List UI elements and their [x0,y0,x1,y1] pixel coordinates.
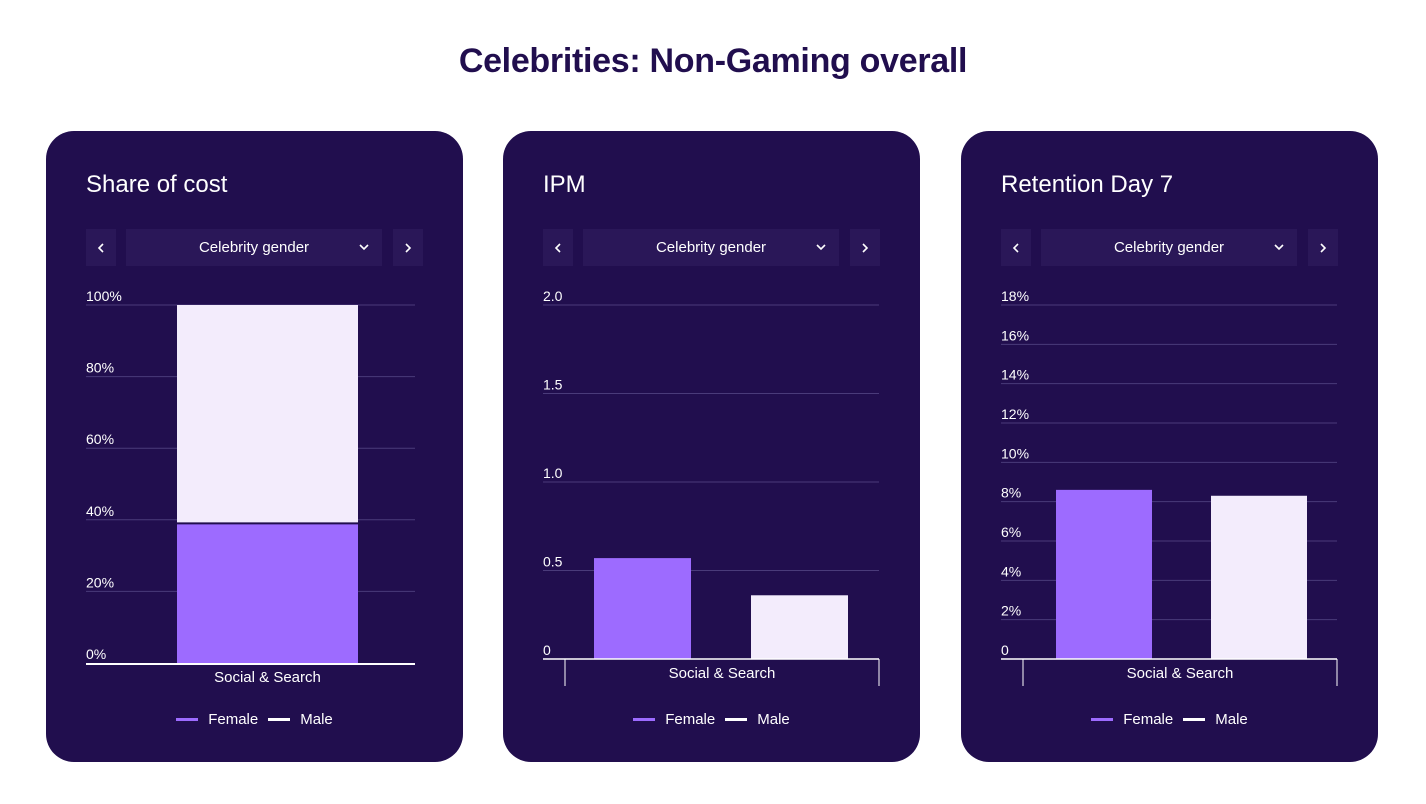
chevron-left-icon [554,242,561,253]
legend-swatch-male [1183,718,1206,721]
chart-legend: Female Male [503,711,920,728]
bar-male [1211,495,1307,659]
legend-swatch-female [633,718,656,721]
y-tick-label: 12% [1001,406,1029,422]
card-title: Retention Day 7 [1001,171,1174,198]
legend-label: Male [1215,711,1248,728]
prev-button[interactable] [86,229,116,266]
legend-item-male[interactable]: Male [725,711,790,728]
chevron-right-icon [1320,242,1327,253]
chevron-down-icon [1274,244,1284,251]
y-tick-label: 20% [86,574,114,590]
prev-button[interactable] [1001,229,1031,266]
chevron-down-icon [359,244,369,251]
y-tick-label: 16% [1001,327,1029,343]
bar-female [594,558,691,659]
chart-share-of-cost: 0% 20% 40% 60% 80% 100% Social & Search [86,288,415,686]
x-category-label: Social & Search [669,665,776,682]
legend-swatch-female [1091,718,1114,721]
legend-item-female[interactable]: Female [1091,711,1173,728]
legend-label: Female [208,711,259,728]
chevron-right-icon [862,242,869,253]
y-tick-label: 2% [1001,603,1021,619]
legend-item-female[interactable]: Female [176,711,258,728]
chart-card-retention-day-7: Retention Day 7 Celebrity gender 0 2% 4% 6%… [961,131,1378,762]
next-button[interactable] [1308,229,1338,266]
y-tick-label: 4% [1001,563,1021,579]
next-button[interactable] [393,229,423,266]
legend-label: Female [665,711,716,728]
y-tick-label: 6% [1001,524,1021,540]
card-title: IPM [543,171,586,198]
bar-female [177,523,358,663]
x-category-label: Social & Search [214,669,321,686]
legend-label: Male [300,711,333,728]
legend-swatch-female [176,718,199,721]
card-title: Share of cost [86,171,228,198]
legend-label: Female [1123,711,1174,728]
y-tick-label: 100% [86,288,122,304]
chevron-left-icon [1012,242,1019,253]
y-tick-label: 2.0 [543,288,563,304]
y-tick-label: 1.5 [543,377,563,393]
chart-legend: Female Male [46,711,463,728]
dropdown-value: Celebrity gender [1113,239,1225,256]
chevron-left-icon [97,242,104,253]
chart-card-ipm: IPM Celebrity gender 0 0.5 1.0 1.5 2.0 Social… [503,131,920,762]
y-tick-label: 10% [1001,445,1029,461]
y-tick-label: 0 [543,642,551,658]
y-tick-label: 80% [86,360,114,376]
bar-female [1056,489,1152,659]
legend-item-male[interactable]: Male [1183,711,1248,728]
bar-male [177,305,358,524]
chevron-right-icon [405,242,412,253]
y-tick-label: 60% [86,431,114,447]
legend-swatch-male [725,718,748,721]
dimension-dropdown[interactable]: Celebrity gender [583,229,839,266]
y-tick-label: 40% [86,503,114,519]
y-tick-label: 1.0 [543,465,563,481]
bar-male [751,595,848,659]
chart-legend: Female Male [961,711,1378,728]
chart-ipm: 0 0.5 1.0 1.5 2.0 Social & Search [543,288,880,686]
chevron-down-icon [816,244,826,251]
legend-item-female[interactable]: Female [633,711,715,728]
y-tick-label: 0% [86,646,106,662]
page-title: Celebrities: Non-Gaming overall [458,42,968,80]
y-tick-label: 14% [1001,367,1029,383]
y-tick-label: 18% [1001,288,1029,304]
next-button[interactable] [850,229,880,266]
dimension-dropdown[interactable]: Celebrity gender [1041,229,1297,266]
prev-button[interactable] [543,229,573,266]
x-category-label: Social & Search [1127,665,1234,682]
dropdown-value: Celebrity gender [655,239,767,256]
dimension-dropdown[interactable]: Celebrity gender [126,229,382,266]
y-tick-label: 8% [1001,485,1021,501]
legend-item-male[interactable]: Male [268,711,333,728]
dropdown-value: Celebrity gender [198,239,310,256]
chart-card-share-of-cost: Share of cost Celebrity gender 0% 20% 40% 6… [46,131,463,762]
legend-swatch-male [268,718,291,721]
chart-retention-day-7: 0 2% 4% 6% 8% 10% 12% 14% 16% 18% Social & Search [1001,288,1338,686]
legend-label: Male [757,711,790,728]
y-tick-label: 0.5 [543,554,563,570]
y-tick-label: 0 [1001,642,1009,658]
